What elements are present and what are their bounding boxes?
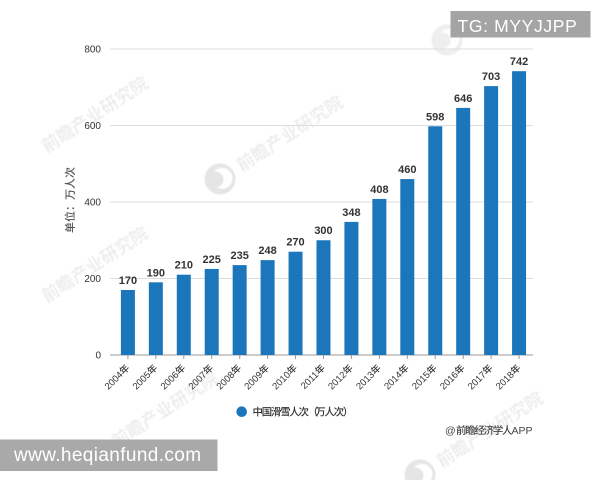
svg-text:@: @ (445, 425, 456, 437)
svg-text:408: 408 (370, 184, 388, 196)
svg-text:www.heqianfund.com: www.heqianfund.com (13, 445, 201, 466)
svg-text:400: 400 (84, 198, 101, 209)
svg-text:270: 270 (286, 237, 304, 249)
svg-text:210: 210 (175, 260, 193, 272)
svg-text:TG: MYYJJPP: TG: MYYJJPP (458, 16, 578, 36)
svg-text:225: 225 (203, 254, 221, 266)
svg-text:200: 200 (84, 274, 101, 285)
svg-text:800: 800 (84, 45, 101, 56)
svg-text:248: 248 (258, 245, 276, 257)
svg-text:600: 600 (84, 121, 101, 132)
svg-text:190: 190 (147, 267, 165, 279)
svg-text:646: 646 (454, 93, 472, 105)
svg-text:0: 0 (95, 351, 101, 362)
svg-text:300: 300 (314, 225, 332, 237)
svg-text:170: 170 (119, 275, 137, 287)
svg-text:235: 235 (231, 250, 249, 262)
svg-text:APP: APP (512, 425, 533, 437)
svg-text:460: 460 (398, 164, 416, 176)
svg-text:742: 742 (510, 56, 528, 68)
svg-text:348: 348 (342, 207, 360, 219)
svg-text:598: 598 (426, 111, 444, 123)
svg-text:703: 703 (482, 71, 500, 83)
